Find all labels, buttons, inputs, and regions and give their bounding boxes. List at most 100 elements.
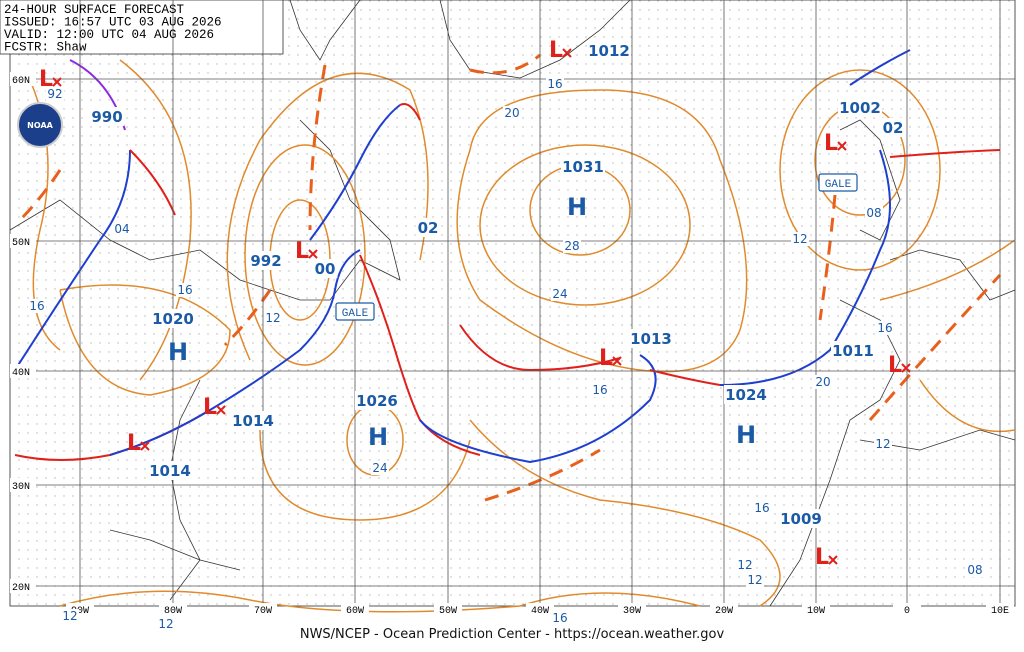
trough [18,169,62,222]
cold-front [14,149,131,371]
low-pressure-box [831,341,875,360]
isobar-label: 16 [547,77,562,91]
isobar-label-box [865,206,883,220]
high-pressure-box [561,157,605,176]
cold-front [309,104,401,241]
isobar-label: 16 [592,383,607,397]
coastline [839,119,901,241]
low-pressure-box [779,509,823,528]
high-pressure: 1024 [725,386,767,404]
warm-front [459,324,621,372]
low-pressure: 1011 [832,342,874,360]
latitude-label: 30N [12,482,30,493]
low-symbol: L [599,346,613,371]
warm-front [889,149,1001,158]
high-symbol: H [368,423,388,451]
high-symbol: H [736,421,756,449]
high-symbol: H [567,193,587,221]
coastline [109,529,241,571]
trough [223,289,272,347]
isobar-label-box [563,239,581,253]
isobar-label-box [46,87,64,101]
gale-warning: GALE [825,179,852,191]
isobar-label: 12 [875,437,890,451]
isobar-label-box [551,287,569,301]
low-pressure: 1014 [232,412,274,430]
lon-label-box [249,603,277,616]
longitude-label: 10E [991,606,1009,617]
high-pressure: 1026 [356,392,398,410]
longitude-label: 50W [439,606,457,617]
cold-front [849,49,911,86]
isobar-label: 24 [372,461,387,475]
low-symbol: L [203,395,217,420]
low-cross [140,441,150,451]
isobar-label-box [28,299,46,313]
isobar [456,89,748,373]
low-pressure: 992 [250,252,281,270]
lat-label-box [10,364,36,378]
isobar [119,59,192,381]
isobar-label: 16 [877,321,892,335]
isobar-label-box [157,617,175,631]
isobar-label-box [371,461,389,475]
coastline [889,249,1016,301]
lon-label-box [159,603,187,616]
low-pressure: 1014 [149,462,191,480]
low-symbol: L [549,38,563,63]
lon-label-box [893,603,921,616]
isobar [244,144,366,366]
isobar-label: 16 [552,611,567,625]
longitude-label: 0 [904,606,910,617]
lat-label-box [10,72,36,86]
high-pressure: 1031 [562,158,604,176]
low-symbol: L [127,431,141,456]
isobar-label-box [61,609,79,623]
isobar-label-box [814,375,832,389]
isobar-label-box [746,573,764,587]
lon-label-box [710,603,738,616]
isobar-label-box [791,232,809,246]
isobar-label: 16 [754,501,769,515]
lon-label-box [526,603,554,616]
longitude-label: 90W [71,606,89,617]
header-line: ISSUED: 16:57 UTC 03 AUG 2026 [4,16,222,30]
high-pressure-box [724,385,768,404]
longitude-label: 40W [531,606,549,617]
isobar-label: 12 [737,558,752,572]
forecast-pressure-box [415,218,441,237]
isobar-label: 12 [265,311,280,325]
coastline [289,0,361,61]
isobar-label-box [546,77,564,91]
longitude-label: 80W [164,606,182,617]
latitude-label: 60N [12,76,30,87]
coastline [9,119,401,301]
isobar [259,429,471,521]
lat-label-box [10,234,36,248]
forecast-pressure: 02 [883,119,904,137]
low-pressure-box [629,329,673,348]
low-pressure: 1012 [588,42,630,60]
low-cross [837,141,847,151]
low-cross [216,405,226,415]
longitude-label: 30W [623,606,641,617]
isobar-label: 24 [552,287,567,301]
isobar-label-box [503,106,521,120]
coastline [169,379,201,601]
latitude-label: 50N [12,238,30,249]
forecast-pressure-box [880,118,906,137]
isobar [469,419,781,607]
footer: NWS/NCEP - Ocean Prediction Center - htt… [300,627,725,642]
header-line: FCSTR: Shaw [4,41,87,55]
isobar-label: 12 [792,232,807,246]
gale-warning: GALE [342,308,369,320]
low-pressure: 1013 [630,330,672,348]
longitude-label: 10W [807,606,825,617]
isobar [879,239,1016,301]
high-symbol: H [168,338,188,366]
low-cross [562,48,572,58]
cold-front [719,149,891,386]
header-line: VALID: 12:00 UTC 04 AUG 2026 [4,28,214,42]
isobar [59,284,231,396]
